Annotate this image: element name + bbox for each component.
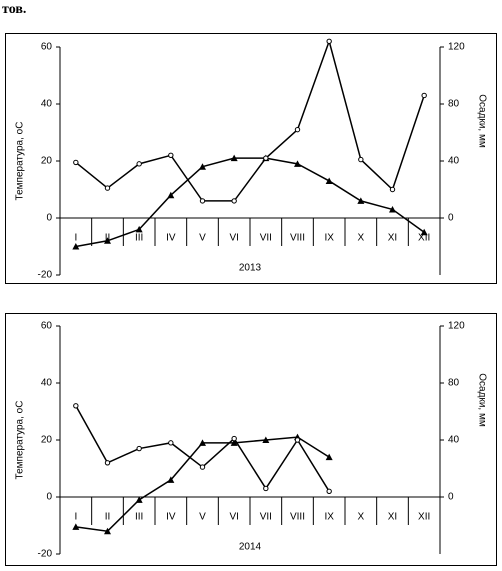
point-marker (135, 496, 143, 503)
point-marker (263, 485, 269, 492)
y2-axis-label: Осадки, мм (476, 94, 487, 148)
x-tick-label: I (74, 512, 77, 523)
y-tick-label: 20 (41, 435, 53, 446)
point-marker (73, 403, 79, 409)
point-marker (294, 126, 301, 133)
y-tick-label: 60 (41, 42, 53, 53)
y2-axis-label: Осадки, мм (476, 373, 487, 427)
series-line (75, 157, 425, 248)
point-marker (104, 185, 111, 191)
point-marker (168, 152, 174, 159)
y2-tick-label: 80 (448, 99, 460, 110)
point-marker (389, 186, 396, 193)
point-marker (136, 161, 142, 167)
point-marker (230, 439, 238, 446)
y2-tick-label: 120 (448, 321, 465, 332)
x-tick-label: II (105, 512, 111, 523)
x-tick-label: VIII (290, 233, 305, 244)
point-marker (357, 197, 365, 204)
y-tick-label: 60 (41, 321, 53, 332)
x-tick-label: V (199, 512, 206, 523)
point-marker (135, 225, 143, 233)
y2-tick-label: 0 (448, 213, 454, 224)
x-axis-label: 2014 (239, 542, 262, 553)
x-tick-label: XII (418, 512, 430, 523)
point-marker (326, 38, 332, 44)
point-marker (104, 527, 111, 535)
chart-frame (5, 33, 497, 284)
x-tick-label: III (135, 233, 143, 244)
point-marker (262, 436, 270, 443)
x-tick-label: I (74, 233, 77, 244)
x-tick-label: X (357, 512, 364, 523)
point-marker (199, 163, 206, 170)
chart-frame (5, 313, 497, 566)
point-marker (230, 154, 238, 162)
x-tick-label: III (135, 512, 143, 523)
x-tick-label: XI (388, 512, 397, 523)
point-marker (73, 159, 79, 166)
series-line (75, 38, 425, 202)
point-marker (136, 445, 142, 452)
point-marker (263, 155, 269, 161)
point-marker (168, 440, 174, 446)
y2-tick-label: 40 (448, 435, 460, 446)
point-marker (231, 198, 237, 204)
x-tick-label: VII (260, 512, 272, 523)
y-tick-label: 20 (41, 156, 53, 167)
x-tick-label: XI (388, 233, 397, 244)
y-tick-label: -20 (38, 270, 53, 281)
point-marker (104, 460, 111, 466)
y-tick-label: 0 (46, 492, 52, 503)
point-marker (358, 156, 364, 163)
y2-tick-label: 0 (448, 492, 454, 503)
point-marker (325, 177, 333, 184)
point-marker (325, 453, 333, 461)
point-marker (421, 92, 427, 99)
x-tick-label: IV (166, 512, 176, 523)
x-tick-label: IX (324, 512, 334, 523)
point-marker (72, 523, 80, 530)
y2-tick-label: 80 (448, 378, 460, 389)
x-tick-label: VII (260, 233, 272, 244)
y2-tick-label: 120 (448, 42, 465, 53)
y-tick-label: 40 (41, 99, 53, 110)
x-axis-label: 2013 (239, 263, 262, 274)
x-tick-label: VIII (290, 512, 305, 523)
x-tick-label: VI (229, 512, 238, 523)
point-marker (199, 198, 206, 204)
series-line (75, 405, 330, 492)
point-marker (199, 439, 206, 446)
point-marker (167, 476, 175, 483)
point-marker (72, 243, 80, 250)
x-tick-label: XII (418, 233, 430, 244)
point-marker (294, 437, 301, 443)
point-marker (420, 228, 428, 236)
x-tick-label: VI (229, 233, 238, 244)
x-tick-label: IX (324, 233, 334, 244)
x-tick-label: IV (166, 233, 176, 244)
y-tick-label: 40 (41, 378, 53, 389)
x-tick-label: V (199, 233, 206, 244)
point-marker (231, 435, 237, 442)
point-marker (104, 237, 111, 244)
point-marker (326, 488, 332, 494)
x-tick-label: X (357, 233, 364, 244)
header-text: тов. (2, 2, 26, 17)
point-marker (294, 160, 301, 167)
y-tick-label: -20 (38, 549, 53, 560)
point-marker (199, 464, 206, 470)
y-axis-label: Температура, оС (15, 122, 26, 201)
point-marker (389, 205, 396, 213)
y-axis-label: Температура, оС (15, 401, 26, 480)
y2-tick-label: 40 (448, 156, 460, 167)
point-marker (167, 191, 175, 199)
y-tick-label: 0 (46, 213, 52, 224)
